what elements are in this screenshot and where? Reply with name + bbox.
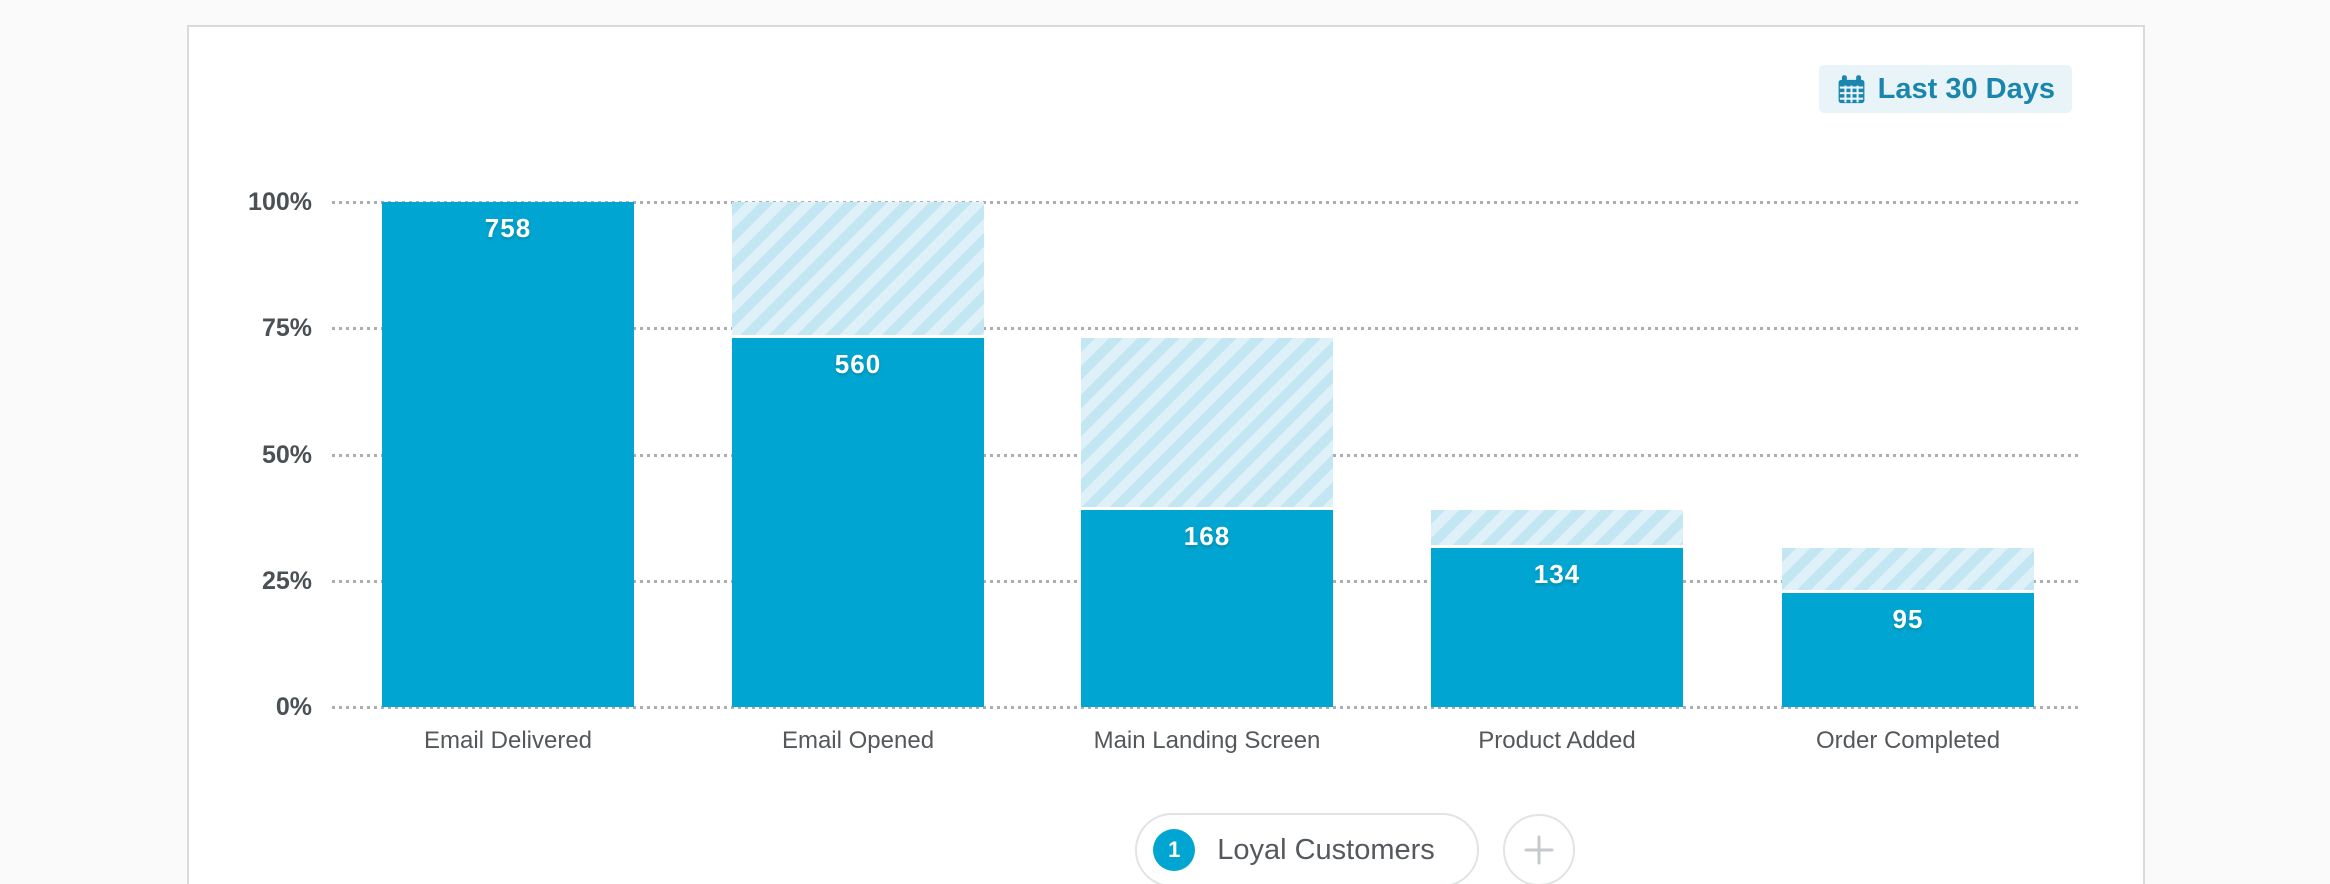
gridline bbox=[332, 706, 2082, 709]
series-label: Loyal Customers bbox=[1217, 833, 1435, 866]
funnel-chart: 100% 75% 50% 25% 0% 758 Email Delivered 560 Emai… bbox=[248, 188, 2082, 754]
add-series-button[interactable] bbox=[1502, 814, 1575, 884]
date-range-label: Last 30 Days bbox=[1877, 72, 2055, 105]
funnel-bar-solid: 758 bbox=[382, 202, 634, 707]
funnel-bar-dropoff-hatch bbox=[732, 202, 984, 336]
funnel-chart-card: Last 30 Days 100% 75% 50% 25% 0% 758 Email Del… bbox=[187, 25, 2145, 884]
y-axis-tick-label: 75% bbox=[261, 314, 312, 343]
category-label: Email Delivered bbox=[423, 727, 593, 754]
legend-series-pill[interactable]: 1 Loyal Customers bbox=[1135, 813, 1479, 884]
funnel-bar[interactable]: 168 bbox=[1081, 202, 1333, 707]
bar-value-label: 134 bbox=[1533, 558, 1581, 589]
legend-row: 1 Loyal Customers bbox=[376, 813, 2330, 884]
bar-value-label: 758 bbox=[484, 213, 532, 243]
funnel-bar-solid: 168 bbox=[1081, 510, 1333, 707]
bar-value-label: 95 bbox=[1892, 603, 1924, 634]
category-label: Product Added bbox=[1478, 727, 1636, 754]
funnel-bar-solid: 134 bbox=[1431, 547, 1683, 707]
funnel-bar[interactable]: 560 bbox=[732, 202, 984, 707]
funnel-bar[interactable]: 758 bbox=[382, 202, 634, 707]
y-axis-tick-label: 100% bbox=[248, 188, 312, 216]
funnel-bar-solid: 560 bbox=[732, 338, 984, 707]
funnel-bar-dropoff-hatch bbox=[1431, 510, 1683, 545]
category-label: Email Opened bbox=[781, 727, 935, 754]
funnel-bar[interactable]: 95 bbox=[1782, 202, 2034, 707]
category-label: Main Landing Screen bbox=[1093, 727, 1321, 754]
category-label: Order Completed bbox=[1815, 727, 2001, 754]
bar-value-label: 168 bbox=[1183, 521, 1231, 552]
bar-value-label: 560 bbox=[834, 349, 882, 380]
funnel-bar-dropoff-hatch bbox=[1782, 547, 2034, 590]
funnel-bar-solid: 95 bbox=[1782, 592, 2034, 707]
series-index-badge: 1 bbox=[1153, 829, 1196, 871]
y-axis-tick-label: 25% bbox=[261, 566, 312, 595]
y-axis-tick-label: 0% bbox=[275, 693, 312, 721]
gridline bbox=[332, 327, 2082, 331]
y-axis-tick-label: 50% bbox=[261, 440, 312, 469]
date-range-button[interactable]: Last 30 Days bbox=[1818, 65, 2072, 113]
calendar-icon bbox=[1838, 74, 1865, 103]
funnel-bar-dropoff-hatch bbox=[1081, 338, 1333, 508]
funnel-bar[interactable]: 134 bbox=[1431, 202, 1683, 707]
plus-icon bbox=[1524, 835, 1554, 865]
gridline bbox=[332, 201, 2082, 204]
